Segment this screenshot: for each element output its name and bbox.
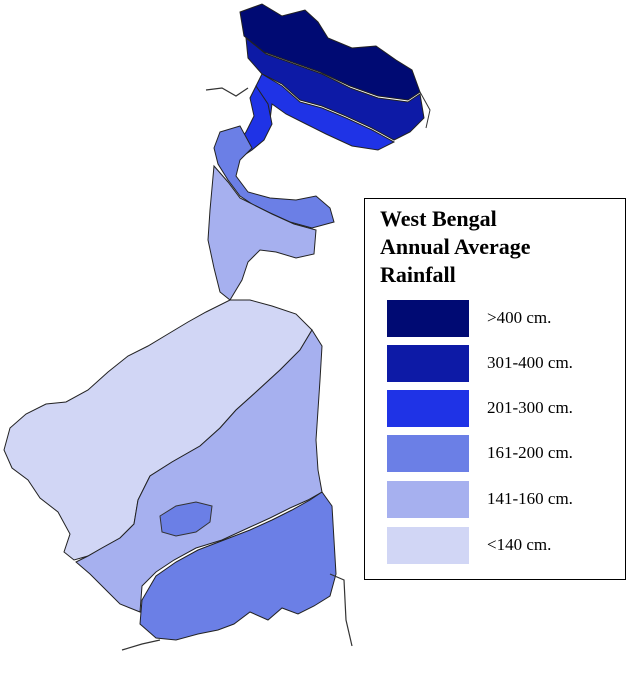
legend-title: West Bengal Annual Average Rainfall (380, 205, 531, 289)
legend-items: >400 cm. 301-400 cm. 201-300 cm. 161-200… (365, 199, 625, 579)
legend-title-line-2: Annual Average (380, 234, 531, 259)
region-161-200-corridor (213, 125, 335, 229)
region-301-400 (245, 36, 425, 141)
region-141-160-south (75, 329, 323, 613)
legend-item-161-200: 161-200 cm. (387, 435, 617, 473)
river-line-east-top (419, 91, 431, 129)
river-line-north (205, 87, 249, 97)
region-over-400 (239, 3, 421, 101)
legend-item-over-400: >400 cm. (387, 300, 617, 338)
legend-item-201-300: 201-300 cm. (387, 390, 617, 428)
river-line-east (329, 573, 353, 647)
legend-item-301-400: 301-400 cm. (387, 345, 617, 383)
legend-swatch (387, 527, 469, 564)
region-161-200-pocket (159, 501, 213, 537)
river-line-south (121, 639, 161, 651)
legend-swatch (387, 300, 469, 337)
legend-swatch (387, 481, 469, 518)
region-141-160-middle (207, 164, 317, 301)
legend-swatch (387, 345, 469, 382)
legend-item-under-140: <140 cm. (387, 527, 617, 565)
legend-label: 141-160 cm. (487, 489, 573, 508)
legend-title-line-1: West Bengal (380, 206, 497, 231)
legend: West Bengal Annual Average Rainfall >400… (364, 198, 626, 580)
legend-label: 201-300 cm. (487, 398, 573, 417)
legend-label: >400 cm. (487, 308, 552, 327)
region-161-200-south (139, 491, 337, 641)
legend-title-line-3: Rainfall (380, 262, 456, 287)
legend-label: <140 cm. (487, 535, 552, 554)
legend-swatch (387, 435, 469, 472)
legend-label: 161-200 cm. (487, 443, 573, 462)
legend-label: 301-400 cm. (487, 353, 573, 372)
legend-swatch (387, 390, 469, 427)
legend-item-141-160: 141-160 cm. (387, 481, 617, 519)
